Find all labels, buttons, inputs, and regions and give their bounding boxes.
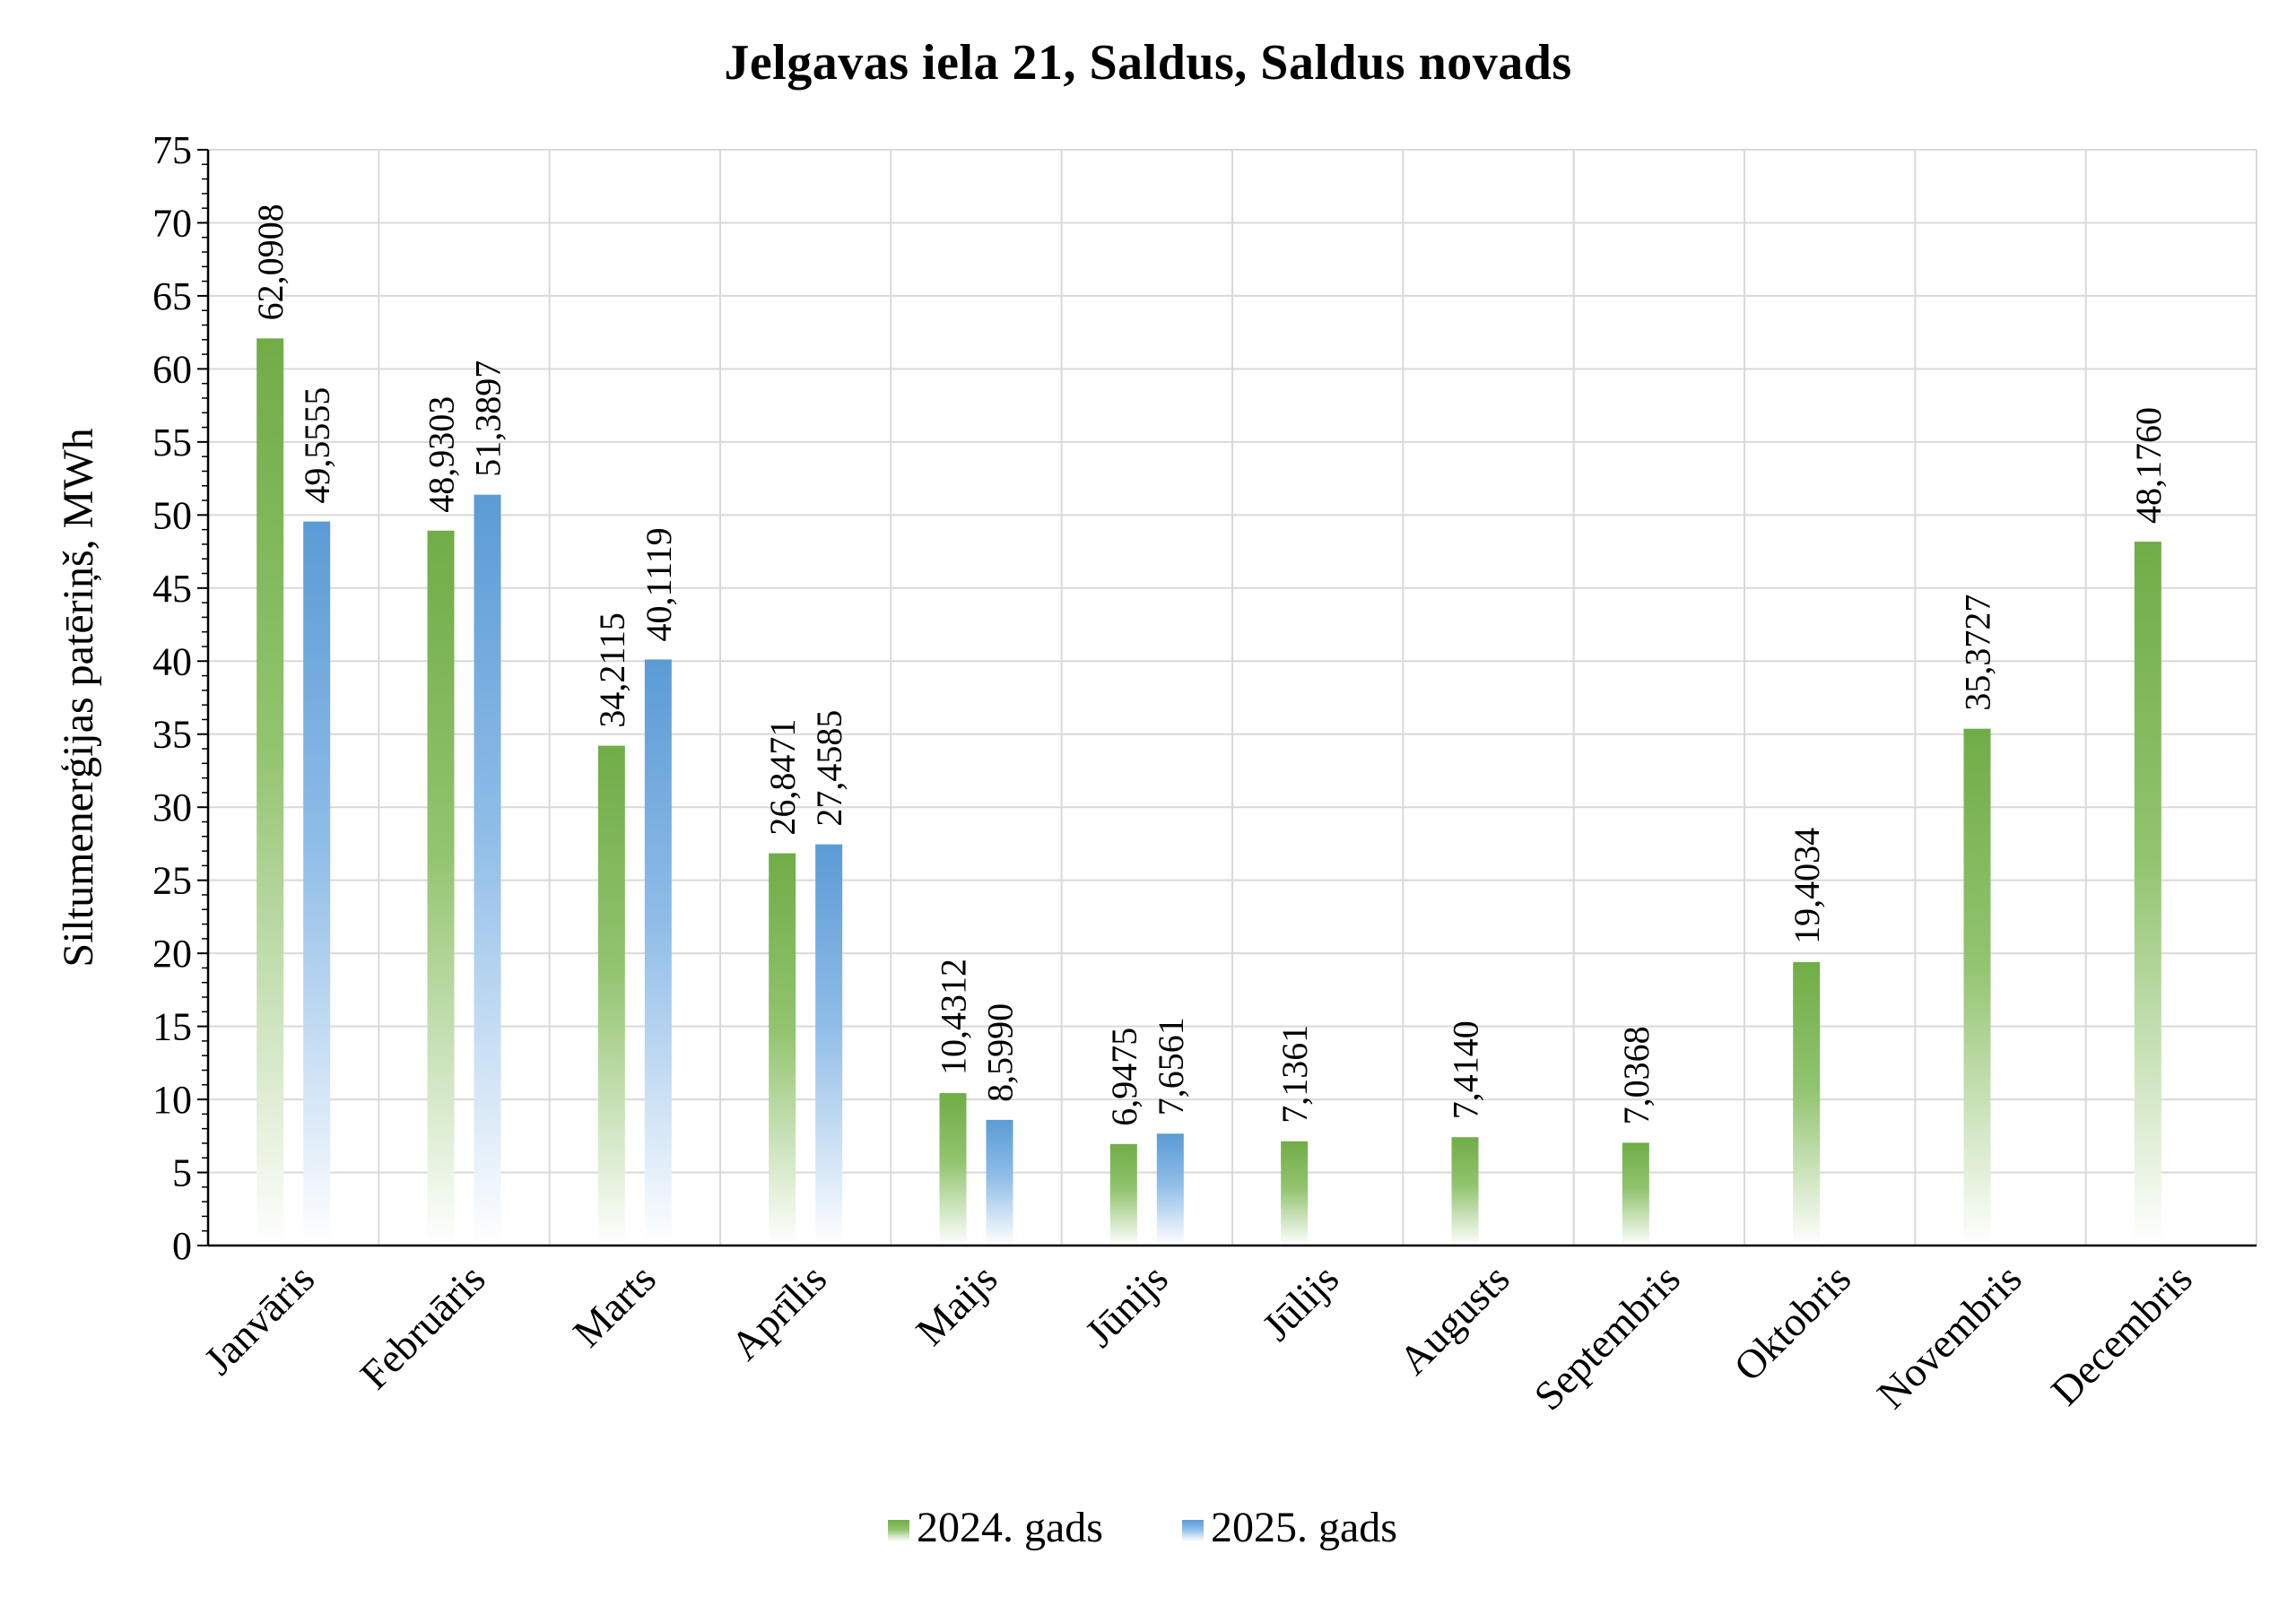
bar-2025 [986,1119,1013,1246]
x-tick-label: Jūnijs [1076,1255,1177,1356]
x-tick-label: Augusts [1390,1255,1518,1384]
y-tick-label: 50 [152,493,192,537]
y-tick-label: 0 [172,1224,192,1268]
data-label: 40,1119 [639,527,679,641]
data-label: 34,2115 [592,612,632,728]
data-label: 10,4312 [934,959,974,1075]
x-tick-label: Novembris [1868,1255,2031,1418]
bar-2024 [769,853,796,1246]
y-tick-label: 45 [152,567,192,611]
bar-2025 [303,521,331,1246]
y-tick-label: 10 [152,1078,192,1122]
y-tick-label: 20 [152,932,192,976]
data-labels: 62,0908 49,5555 48,9303 51,3897 34,211540,11… [250,204,2169,1125]
bar-2024 [1963,728,1991,1246]
x-tick-label: Jūlijs [1253,1255,1347,1350]
y-tick-label: 60 [152,347,192,391]
x-tick-label: Maijs [907,1255,1005,1354]
axes [197,149,2257,1247]
y-tick-label: 15 [152,1005,192,1049]
y-tick-label: 55 [152,421,192,464]
data-label: 35,3727 [1958,595,1998,711]
bar-2024 [597,745,625,1246]
x-tick-label: Septembris [1525,1255,1688,1419]
data-label: 27,4585 [809,710,849,827]
bar-2025 [474,494,501,1246]
data-label: 48,1760 [2128,407,2169,524]
data-label: 8,5990 [980,1003,1021,1102]
legend-swatch [888,1520,909,1541]
data-label: 51,3897 [468,360,509,477]
bar-2024 [427,530,455,1246]
y-tick-label: 70 [152,201,192,245]
x-tick-label: Decembris [2042,1255,2201,1414]
x-tick-label: Janvāris [196,1255,324,1384]
y-axis-title: Siltumenerģijas patēriņš, MWh [55,428,102,967]
bar-2024 [1109,1143,1137,1246]
bar-2025 [815,844,843,1246]
data-label: 26,8471 [762,719,803,836]
data-label: 7,4140 [1446,1020,1486,1119]
chart-title: Jelgavas iela 21, Saldus, Saldus novads [724,35,1572,91]
bar-2025 [1156,1133,1184,1246]
legend-label: 2025. gads [1211,1504,1397,1551]
bars [257,338,2161,1246]
y-tick-label: 30 [152,786,192,829]
bar-2025 [644,659,672,1246]
data-label: 62,0908 [250,204,291,320]
x-tick-label: Aprīlis [722,1255,835,1368]
y-tick-label: 40 [152,639,192,683]
data-label: 7,6561 [1151,1017,1191,1116]
y-tick-label: 35 [152,713,192,757]
x-tick-label: Februāris [352,1255,494,1398]
y-tick-label: 65 [152,274,192,318]
data-label: 7,0368 [1616,1026,1657,1124]
bar-2024 [1793,961,1821,1246]
data-label: 49,5555 [297,387,337,504]
x-tick-label: Marts [564,1255,665,1356]
y-tick-label: 25 [152,859,192,903]
legend: 2024. gads 2025. gads [888,1504,1397,1551]
y-tick-label: 5 [172,1151,192,1195]
bar-2024 [1451,1137,1479,1246]
bar-2024 [2134,542,2161,1246]
x-tick-label: Oktobris [1725,1255,1859,1390]
bar-2024 [257,338,284,1246]
data-label: 7,1361 [1274,1025,1315,1124]
bar-2024 [1622,1142,1649,1246]
y-tick-label: 75 [152,128,192,172]
legend-label: 2024. gads [917,1504,1103,1551]
grid-lines [208,149,2257,1246]
data-label: 48,9303 [422,396,462,513]
data-label: 19,4034 [1787,828,1827,944]
legend-swatch [1182,1520,1204,1541]
bar-2024 [1281,1141,1309,1246]
bar-2024 [939,1093,967,1246]
data-label: 6,9475 [1104,1028,1144,1126]
